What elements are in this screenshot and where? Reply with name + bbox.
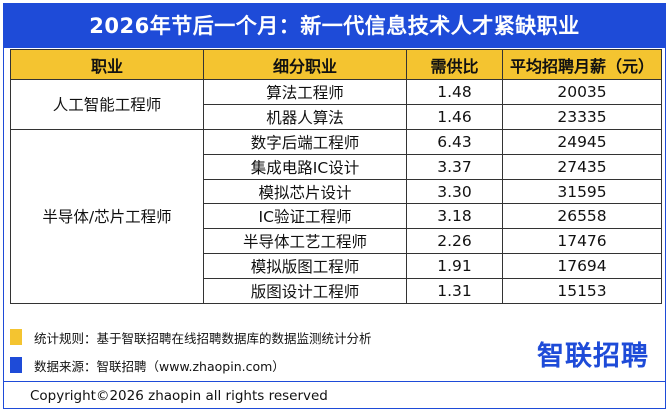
table-row: 半导体/芯片工程师 数字后端工程师 6.43 24945 [10, 128, 662, 305]
table-row: 版图设计工程师 1.31 15153 [11, 278, 662, 305]
ratio-cell: 1.31 [406, 278, 503, 305]
sub-occupation-cell: 数字后端工程师 [203, 128, 407, 155]
method-note-text: 统计规则：基于智联招聘在线招聘数据库的数据监测统计分析 [34, 330, 372, 346]
salary-cell: 27435 [502, 153, 662, 180]
table-row: 半导体工艺工程师 2.26 17476 [11, 228, 662, 255]
salary-cell: 26558 [502, 203, 662, 230]
salary-cell: 17476 [502, 228, 662, 255]
ratio-cell: 3.18 [406, 203, 503, 230]
sub-occupation-cell: 算法工程师 [203, 79, 407, 105]
salary-cell: 31595 [502, 178, 662, 205]
salary-cell: 17694 [502, 253, 662, 280]
sub-occupation-cell: 机器人算法 [203, 103, 407, 130]
source-note-text: 数据来源：智联招聘（www.zhaopin.com） [34, 358, 285, 374]
table-row: 机器人算法 1.46 23335 [11, 103, 662, 130]
group-cell-chip-engineer: 半导体/芯片工程师 [10, 128, 204, 305]
method-note: 统计规则：基于智联招聘在线招聘数据库的数据监测统计分析 [10, 328, 372, 346]
salary-cell: 24945 [502, 128, 662, 155]
sub-occupation-cell: 模拟版图工程师 [203, 253, 407, 280]
ratio-cell: 1.91 [406, 253, 503, 280]
ratio-cell: 3.30 [406, 178, 503, 205]
group-cell-ai-engineer: 人工智能工程师 [10, 79, 204, 130]
blue-marker-icon [10, 357, 22, 373]
column-header-demand-supply-ratio: 需供比 [406, 49, 503, 80]
ratio-cell: 6.43 [406, 128, 503, 155]
table-row: 模拟版图工程师 1.91 17694 [11, 253, 662, 280]
table-row: IC验证工程师 3.18 26558 [11, 203, 662, 230]
infographic-frame: 2026年节后一个月：新一代信息技术人才紧缺职业 职业 细分职业 需供比 平均招… [3, 3, 666, 409]
zhaopin-logo: 智联招聘 [537, 341, 649, 372]
page-title: 2026年节后一个月：新一代信息技术人才紧缺职业 [4, 4, 665, 48]
sub-occupation-cell: 版图设计工程师 [203, 278, 407, 305]
yellow-marker-icon [10, 329, 22, 345]
ratio-cell: 3.37 [406, 153, 503, 180]
salary-cell: 20035 [502, 79, 662, 105]
ratio-cell: 1.46 [406, 103, 503, 130]
talent-table: 职业 细分职业 需供比 平均招聘月薪（元） 人工智能工程师 算法工程师 1.48… [10, 49, 662, 305]
footnotes: 统计规则：基于智联招聘在线招聘数据库的数据监测统计分析 数据来源：智联招聘（ww… [10, 326, 661, 382]
sub-occupation-cell: 集成电路IC设计 [203, 153, 407, 180]
table-row: 人工智能工程师 算法工程师 1.48 20035 [10, 79, 662, 130]
ratio-cell: 1.48 [406, 79, 503, 105]
table-row: 模拟芯片设计 3.30 31595 [11, 178, 662, 205]
column-header-occupation: 职业 [10, 49, 204, 80]
sub-occupation-cell: 模拟芯片设计 [203, 178, 407, 205]
copyright-footer: Copyright©2026 zhaopin all rights reserv… [4, 381, 665, 409]
table-header-row: 职业 细分职业 需供比 平均招聘月薪（元） [10, 49, 662, 80]
table-row: 集成电路IC设计 3.37 27435 [11, 153, 662, 180]
source-note: 数据来源：智联招聘（www.zhaopin.com） [10, 356, 285, 374]
ratio-cell: 2.26 [406, 228, 503, 255]
column-header-sub-occupation: 细分职业 [203, 49, 407, 80]
sub-occupation-cell: 半导体工艺工程师 [203, 228, 407, 255]
column-header-avg-salary: 平均招聘月薪（元） [502, 49, 662, 80]
salary-cell: 15153 [502, 278, 662, 305]
sub-occupation-cell: IC验证工程师 [203, 203, 407, 230]
salary-cell: 23335 [502, 103, 662, 130]
